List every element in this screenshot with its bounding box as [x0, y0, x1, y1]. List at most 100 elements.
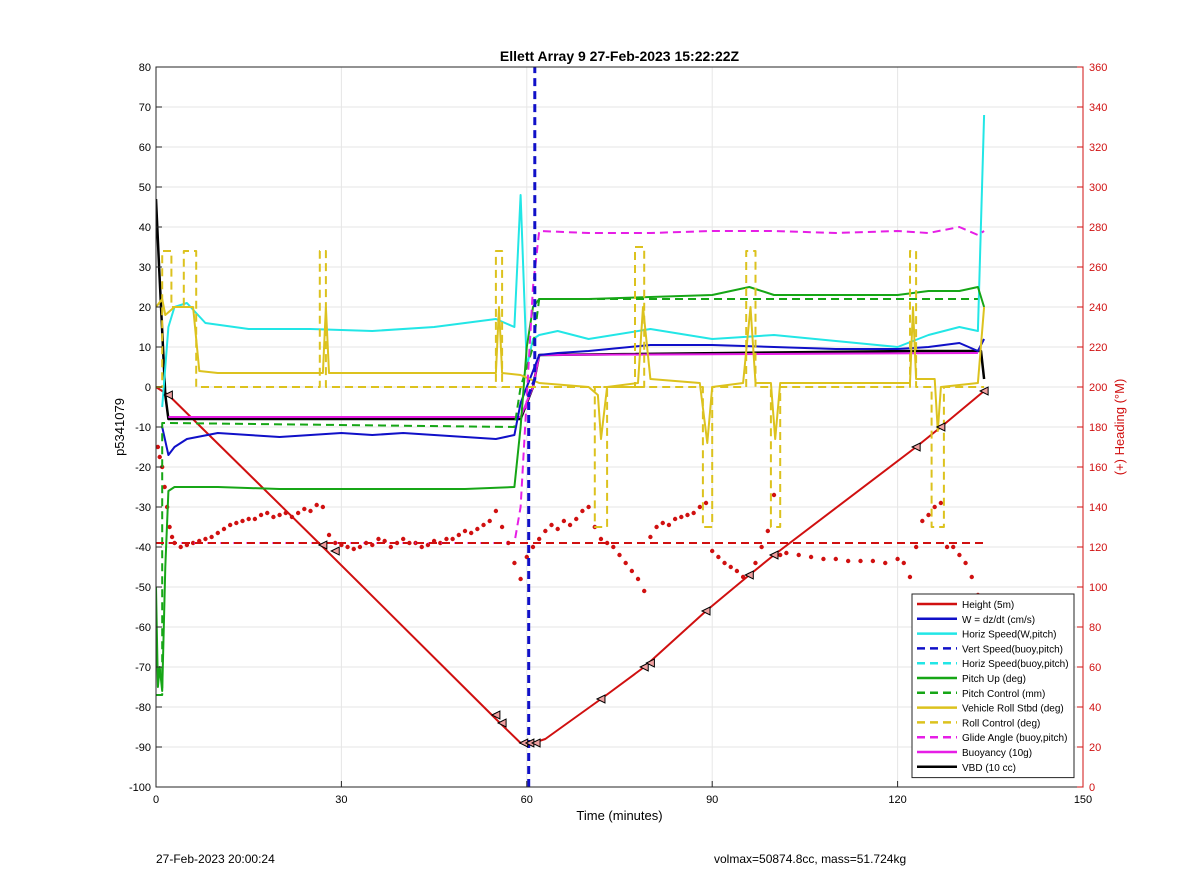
heading-point	[567, 522, 573, 528]
heading-point	[598, 536, 604, 542]
legend-label: Horiz Speed(W,pitch)	[962, 630, 1056, 641]
heading-point	[913, 544, 919, 550]
heading-point	[777, 552, 783, 558]
series-pitch_up	[156, 286, 986, 692]
heading-point	[162, 484, 167, 490]
right-tick-label: 360	[1089, 62, 1107, 74]
heading-point	[240, 518, 245, 524]
right-tick-label: 80	[1089, 622, 1101, 634]
heading-point	[401, 536, 406, 542]
heading-point	[499, 524, 505, 530]
left-tick-label: 80	[139, 62, 151, 74]
legend-label: Pitch Control (mm)	[962, 689, 1045, 700]
heading-point	[611, 544, 616, 550]
heading-point	[716, 554, 721, 560]
heading-point	[512, 560, 517, 566]
footer-timestamp: 27-Feb-2023 20:00:24	[156, 852, 275, 866]
height-marker	[595, 694, 606, 704]
heading-point	[759, 544, 764, 550]
heading-point	[697, 504, 703, 510]
heading-point	[617, 552, 622, 558]
heading-point	[672, 516, 678, 522]
heading-point	[753, 560, 758, 566]
heading-point	[493, 508, 499, 514]
heading-point	[574, 516, 579, 522]
heading-point	[808, 554, 814, 560]
heading-point	[604, 540, 610, 546]
heading-point	[265, 510, 270, 516]
height-marker	[700, 606, 711, 616]
heading-point	[666, 522, 672, 528]
height-marker	[979, 386, 989, 396]
series-roll_ctrl	[156, 246, 985, 528]
heading-point	[771, 492, 777, 498]
right-tick-label: 260	[1089, 262, 1107, 274]
heading-point	[722, 560, 727, 566]
height-marker	[911, 442, 921, 452]
series-pitch_ctrl	[156, 298, 978, 696]
heading-point	[654, 524, 659, 530]
heading-point	[895, 556, 900, 562]
right-tick-label: 280	[1089, 222, 1107, 234]
heading-point	[963, 560, 968, 566]
heading-point	[728, 564, 733, 570]
x-tick-label: 30	[335, 794, 347, 806]
heading-point	[215, 530, 220, 536]
right-tick-label: 200	[1089, 382, 1107, 394]
heading-point	[157, 454, 162, 460]
legend: Height (5m) W = dz/dt (cm/s) Horiz Speed(W…	[911, 593, 1075, 779]
left-tick-label: -50	[135, 582, 151, 594]
heading-point	[845, 558, 851, 564]
legend-box	[911, 593, 1075, 779]
x-tick-label: 90	[706, 794, 718, 806]
right-tick-label: 20	[1089, 742, 1101, 754]
series-glide	[168, 226, 985, 544]
left-tick-label: -40	[135, 542, 151, 554]
heading-point	[833, 556, 838, 562]
heading-point	[487, 518, 492, 524]
legend-label: Buoyancy (10g)	[962, 748, 1032, 759]
heading-point	[351, 546, 356, 552]
heading-point	[475, 526, 480, 532]
right-tick-label: 320	[1089, 142, 1107, 154]
x-tick-label: 0	[153, 794, 159, 806]
heading-point	[326, 532, 332, 538]
legend-label: Glide Angle (buoy,pitch)	[962, 733, 1067, 744]
height-markers	[163, 386, 989, 748]
left-tick-label: -80	[135, 702, 151, 714]
heading-point	[679, 514, 684, 520]
heading-point	[796, 552, 801, 558]
height-marker	[330, 546, 340, 556]
right-tick-label: 40	[1089, 702, 1101, 714]
heading-point	[481, 522, 486, 528]
right-tick-label: 220	[1089, 342, 1107, 354]
axes: 0 30 60 90 120 150-100-90-80-70-60-50-40-30-2…	[129, 62, 1107, 806]
heading-point	[784, 550, 789, 556]
heading-point	[944, 544, 950, 550]
heading-point	[858, 558, 863, 564]
heading-point	[642, 588, 647, 594]
heading-point	[302, 506, 307, 512]
heading-point	[765, 528, 771, 534]
heading-point	[345, 544, 350, 550]
heading-point	[703, 500, 709, 506]
left-tick-label: -90	[135, 742, 151, 754]
heading-point	[167, 524, 172, 530]
height-marker	[639, 662, 649, 672]
heading-point	[376, 536, 381, 542]
heading-point	[234, 520, 239, 526]
heading-point	[555, 526, 560, 532]
height-marker	[645, 658, 655, 668]
legend-label: Vehicle Roll Stbd (deg)	[962, 704, 1064, 715]
legend-label: Vert Speed(buoy,pitch)	[962, 644, 1063, 655]
heading-point	[252, 516, 258, 522]
height-marker	[744, 570, 754, 580]
heading-point	[333, 540, 338, 546]
series-height	[156, 386, 985, 744]
chart-title: Ellett Array 9 27-Feb-2023 15:22:22Z	[500, 48, 740, 64]
series-w	[161, 338, 985, 456]
left-tick-label: -20	[135, 462, 151, 474]
heading-point	[536, 536, 542, 542]
left-tick-label: -10	[135, 422, 151, 434]
heading-point	[203, 536, 208, 542]
